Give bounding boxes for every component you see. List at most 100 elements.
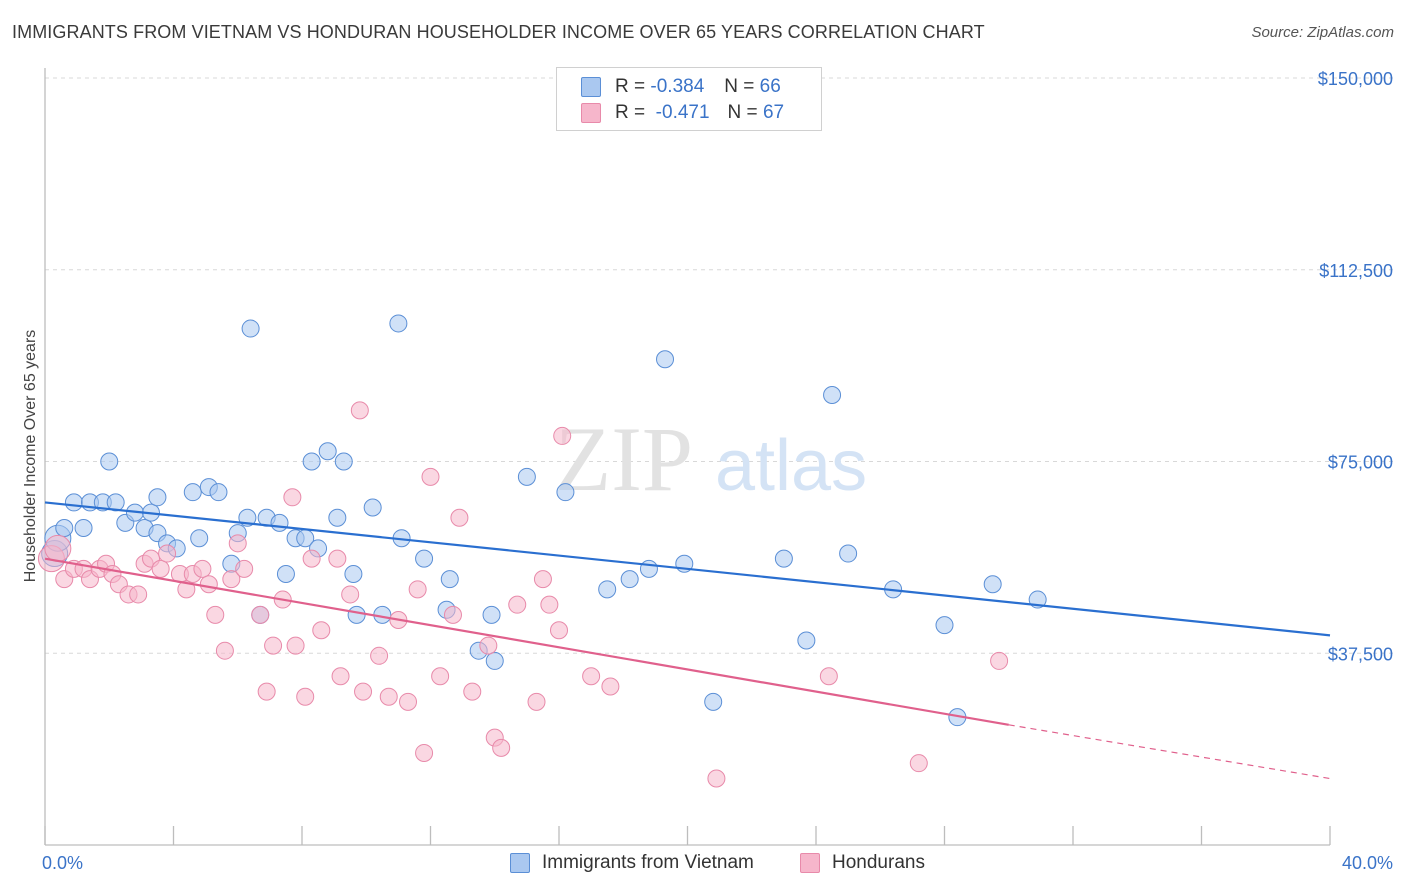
series-label-vietnam: Immigrants from Vietnam: [542, 852, 754, 873]
hondurans-point: [158, 544, 177, 563]
hondurans-point: [296, 687, 315, 706]
trend-lines: [44, 501, 1331, 780]
legend-swatch-hondurans: [581, 103, 601, 123]
vietnam-point: [241, 319, 260, 338]
vietnam-point: [656, 350, 675, 369]
source-label: Source: ZipAtlas.com: [1251, 24, 1394, 41]
data-points: [37, 314, 1047, 788]
hondurans-point: [286, 636, 305, 655]
hondurans-point: [399, 692, 418, 711]
y-tick-label: $150,000: [1318, 69, 1393, 89]
hondurans-point: [206, 605, 225, 624]
legend-n-value: 66: [759, 76, 781, 97]
vietnam-point: [344, 564, 363, 583]
legend-r-label: R =: [615, 102, 646, 123]
hondurans-point: [251, 605, 270, 624]
y-tick-labels: $37,500 $75,000 $112,500 $150,000: [1318, 69, 1393, 664]
vietnam-point: [302, 452, 321, 471]
hondurans-point: [312, 621, 331, 640]
hondurans-point: [415, 743, 434, 762]
hondurans-point: [228, 534, 247, 553]
vietnam-point: [183, 483, 202, 502]
legend-row-vietnam: R = -0.384 N = 66: [581, 74, 781, 100]
vietnam-point: [415, 549, 434, 568]
hondurans-point: [215, 641, 234, 660]
hondurans-point: [553, 426, 572, 445]
vietnam-point: [55, 518, 74, 537]
vietnam-point: [328, 508, 347, 527]
hondurans-point: [431, 667, 450, 686]
vietnam-trend-line: [44, 501, 1331, 637]
hondurans-point: [582, 667, 601, 686]
hondurans-trend-line: [44, 557, 1009, 726]
hondurans-point: [550, 621, 568, 640]
vietnam-point: [556, 483, 575, 502]
vietnam-point: [347, 605, 366, 624]
x-ticks: [44, 826, 1331, 845]
hondurans-point: [909, 754, 928, 773]
vietnam-point: [106, 493, 125, 512]
vietnam-point: [64, 493, 83, 512]
hondurans-point: [177, 580, 196, 599]
hondurans-point: [527, 692, 546, 711]
hondurans-point: [492, 738, 511, 757]
vietnam-point: [363, 498, 382, 517]
hondurans-point: [540, 595, 559, 614]
watermark: ZIP atlas: [555, 408, 867, 510]
hondurans-point: [44, 534, 72, 562]
hondurans-point: [222, 570, 241, 589]
hondurans-trend-extension: [1008, 724, 1331, 780]
hondurans-point: [331, 667, 350, 686]
y-tick-label: $112,500: [1319, 261, 1393, 281]
series-label-hondurans: Hondurans: [832, 852, 925, 873]
legend-r-value: -0.471: [655, 102, 710, 123]
hondurans-point: [479, 636, 498, 655]
correlation-legend: R = -0.384 N = 66 R = -0.471 N = 67: [556, 67, 822, 131]
vietnam-point: [389, 314, 408, 333]
series-legend: Immigrants from Vietnam Hondurans: [0, 852, 1406, 878]
hondurans-point: [257, 682, 276, 701]
hondurans-point: [283, 488, 302, 507]
vietnam-point: [935, 616, 954, 635]
vietnam-point: [485, 651, 504, 670]
vietnam-point: [620, 570, 639, 589]
vietnam-point: [100, 452, 119, 471]
legend-r-value: -0.384: [650, 76, 705, 97]
hondurans-point: [990, 651, 1009, 670]
vietnam-point: [839, 544, 858, 563]
hondurans-point: [328, 549, 347, 568]
x-tick-label-max: 40.0%: [1342, 853, 1393, 873]
legend-n-label: N =: [727, 102, 758, 123]
y-tick-label: $75,000: [1328, 453, 1393, 473]
hondurans-point: [408, 580, 427, 599]
hondurans-point: [450, 508, 469, 527]
hondurans-point: [370, 646, 389, 665]
y-tick-label: $37,500: [1328, 644, 1393, 664]
legend-row-hondurans: R = -0.471 N = 67: [581, 100, 784, 126]
vietnam-point: [148, 488, 167, 507]
watermark-atlas: atlas: [715, 426, 867, 506]
hondurans-point: [533, 570, 552, 589]
vietnam-point: [774, 549, 793, 568]
vietnam-point: [983, 575, 1002, 594]
watermark-zip: ZIP: [555, 408, 693, 510]
hondurans-point: [264, 636, 283, 655]
vietnam-point: [598, 580, 617, 599]
series-swatch-vietnam: [510, 853, 530, 873]
hondurans-point: [350, 401, 369, 420]
hondurans-point: [235, 559, 254, 578]
vietnam-point: [276, 564, 295, 583]
y-axis-label: Householder Income Over 65 years: [22, 330, 39, 583]
hondurans-point: [601, 677, 620, 696]
hondurans-point: [463, 682, 482, 701]
vietnam-point: [440, 570, 459, 589]
hondurans-point: [129, 585, 148, 604]
vietnam-point: [209, 483, 228, 502]
chart-title: IMMIGRANTS FROM VIETNAM VS HONDURAN HOUS…: [12, 22, 985, 42]
hondurans-point: [819, 667, 838, 686]
x-tick-label-min: 0.0%: [42, 853, 83, 873]
hondurans-point: [151, 559, 170, 578]
legend-n-value: 67: [762, 102, 785, 123]
hondurans-point: [193, 559, 212, 578]
